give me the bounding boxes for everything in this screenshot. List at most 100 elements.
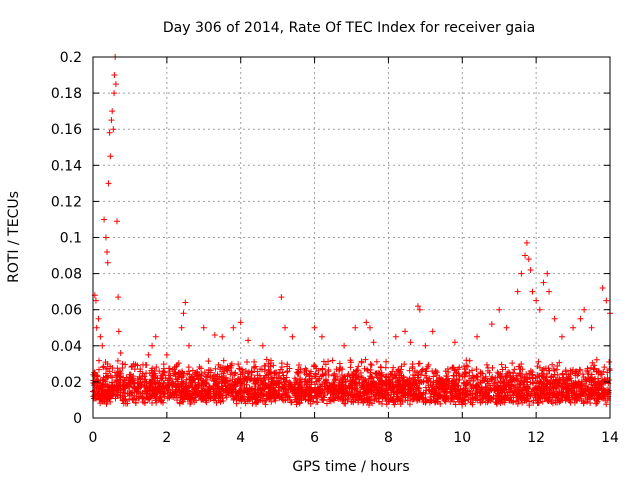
data-point <box>110 126 117 133</box>
data-point <box>414 303 421 310</box>
data-point <box>353 394 360 401</box>
data-point <box>104 372 111 379</box>
data-point <box>92 297 99 304</box>
data-point <box>102 384 109 391</box>
data-point <box>136 393 143 400</box>
x-tick-labels: 0 2 4 6 8 10 12 14 <box>89 430 619 446</box>
data-point <box>252 389 259 396</box>
data-point <box>189 367 196 374</box>
data-point <box>599 285 606 292</box>
data-point <box>595 382 602 389</box>
data-point <box>152 380 159 387</box>
data-point <box>368 374 375 381</box>
data-point <box>588 324 595 331</box>
data-point <box>175 388 182 395</box>
data-point <box>601 387 608 394</box>
data-point <box>452 401 459 408</box>
data-point <box>603 401 610 408</box>
data-point <box>604 386 611 393</box>
data-point <box>367 366 374 373</box>
data-point <box>392 382 399 389</box>
data-point <box>265 376 272 383</box>
data-point <box>265 386 272 393</box>
data-point <box>437 400 444 407</box>
data-point <box>595 395 602 402</box>
data-point <box>199 379 206 386</box>
data-point <box>365 397 372 404</box>
data-point <box>424 363 431 370</box>
data-point <box>145 351 152 358</box>
data-point <box>535 358 542 365</box>
data-point <box>114 377 121 384</box>
data-point <box>107 363 114 370</box>
data-point <box>91 369 98 376</box>
data-point <box>188 394 195 401</box>
data-point <box>595 367 602 374</box>
data-point <box>100 363 107 370</box>
data-point <box>194 368 201 375</box>
data-point <box>551 367 558 374</box>
data-point <box>132 399 139 406</box>
data-point <box>340 391 347 398</box>
data-point <box>95 386 102 393</box>
data-point <box>162 374 169 381</box>
data-point <box>479 388 486 395</box>
data-point <box>270 382 277 389</box>
data-point <box>467 399 474 406</box>
data-point <box>381 382 388 389</box>
data-point <box>241 385 248 392</box>
data-point <box>122 361 129 368</box>
data-point <box>585 371 592 378</box>
data-point <box>237 319 244 326</box>
data-point <box>322 361 329 368</box>
y-tick-label: 0.2 <box>60 50 82 66</box>
data-point <box>109 379 115 386</box>
data-point <box>289 333 296 340</box>
data-point <box>399 387 406 394</box>
data-point <box>461 373 468 380</box>
data-point <box>180 380 187 387</box>
data-point <box>367 361 374 368</box>
data-point <box>507 394 514 401</box>
data-point <box>224 389 231 396</box>
data-point <box>321 387 328 394</box>
data-point <box>245 368 252 375</box>
data-point <box>342 400 349 407</box>
data-point <box>523 239 530 246</box>
data-point <box>606 365 613 372</box>
data-point <box>397 397 404 404</box>
data-point <box>228 386 235 393</box>
data-point <box>93 324 100 331</box>
data-point <box>212 365 219 372</box>
data-point <box>134 383 141 390</box>
data-point <box>493 401 500 408</box>
data-point <box>220 397 227 404</box>
data-point <box>103 394 110 401</box>
data-point <box>219 364 226 371</box>
grid-lines <box>93 57 610 418</box>
data-point <box>176 400 183 407</box>
data-point <box>242 367 249 374</box>
data-point <box>180 310 187 317</box>
data-point <box>591 390 598 397</box>
data-point <box>128 389 135 396</box>
data-point <box>117 350 124 357</box>
data-point <box>230 324 237 331</box>
data-point <box>584 396 591 403</box>
data-point <box>292 394 299 401</box>
data-point <box>491 386 498 393</box>
data-point <box>227 382 234 389</box>
data-point <box>169 391 176 398</box>
data-point <box>459 401 466 408</box>
data-point <box>153 364 160 371</box>
data-point <box>230 393 237 400</box>
data-point <box>287 379 294 386</box>
data-point <box>501 382 508 389</box>
data-point <box>559 397 566 404</box>
data-point <box>294 384 301 391</box>
data-point <box>367 383 374 390</box>
data-point <box>422 396 429 403</box>
data-point <box>205 358 212 365</box>
data-point <box>169 379 176 386</box>
data-point <box>219 333 226 340</box>
